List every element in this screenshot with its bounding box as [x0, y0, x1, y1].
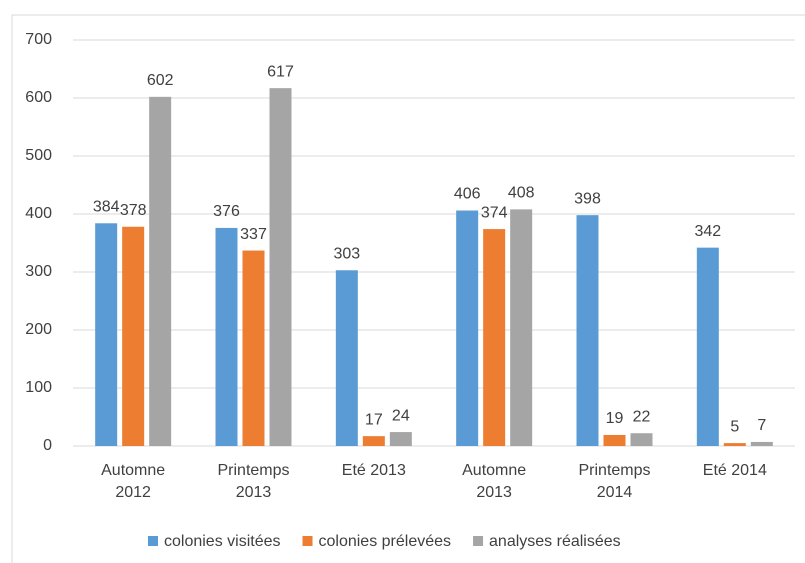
data-label: 602 [147, 72, 174, 89]
bar [242, 250, 265, 446]
y-tick-label: 400 [25, 205, 52, 222]
chart-border [11, 14, 805, 563]
data-label: 408 [508, 185, 535, 202]
data-label: 384 [93, 198, 120, 215]
y-tick-label: 700 [25, 31, 52, 48]
y-tick-label: 600 [25, 89, 52, 106]
data-label: 617 [267, 63, 294, 80]
x-tick-label: Automne 2013 [462, 462, 527, 501]
bar [269, 88, 292, 446]
data-label: 17 [365, 411, 383, 428]
legend-label: colonies prélevées [319, 533, 452, 550]
data-label: 342 [694, 223, 721, 240]
x-tick-label: Printemps 2014 [578, 462, 651, 501]
bar [215, 227, 238, 446]
bar [95, 223, 118, 446]
bar [750, 441, 773, 446]
bar [149, 96, 172, 446]
bar [389, 432, 412, 446]
data-label: 337 [240, 226, 267, 243]
x-tick-label: Eté 2014 [702, 462, 767, 479]
bar [696, 247, 719, 446]
bar [723, 443, 746, 446]
data-label: 378 [120, 202, 147, 219]
legend-swatch [473, 536, 484, 546]
bar [630, 433, 653, 446]
bar [510, 209, 533, 446]
data-label: 406 [454, 186, 481, 203]
data-label: 5 [730, 418, 739, 435]
data-label: 22 [633, 408, 651, 425]
bar [576, 215, 599, 446]
x-tick-label: Automne 2012 [101, 462, 166, 501]
x-tick-label: Eté 2013 [341, 462, 406, 479]
bar [603, 434, 626, 446]
bar [362, 436, 385, 446]
y-tick-label: 0 [43, 437, 52, 454]
bar [456, 210, 479, 446]
y-tick-label: 100 [25, 379, 52, 396]
legend-swatch [148, 536, 158, 546]
data-label: 7 [757, 417, 766, 434]
bar [483, 229, 506, 446]
legend-label: colonies visitées [164, 533, 281, 550]
bar [122, 226, 145, 446]
data-label: 374 [481, 204, 508, 221]
bar [335, 270, 358, 446]
data-label: 376 [213, 203, 240, 220]
data-label: 19 [606, 410, 624, 427]
x-tick-label: Printemps 2013 [217, 462, 290, 501]
legend-swatch [302, 536, 313, 546]
legend-label: analyses réalisées [489, 533, 621, 550]
y-tick-label: 300 [25, 263, 52, 280]
y-tick-label: 200 [25, 321, 52, 338]
data-label: 24 [392, 407, 410, 424]
y-tick-label: 500 [25, 147, 52, 164]
data-label: 303 [333, 245, 360, 262]
data-label: 398 [574, 190, 601, 207]
